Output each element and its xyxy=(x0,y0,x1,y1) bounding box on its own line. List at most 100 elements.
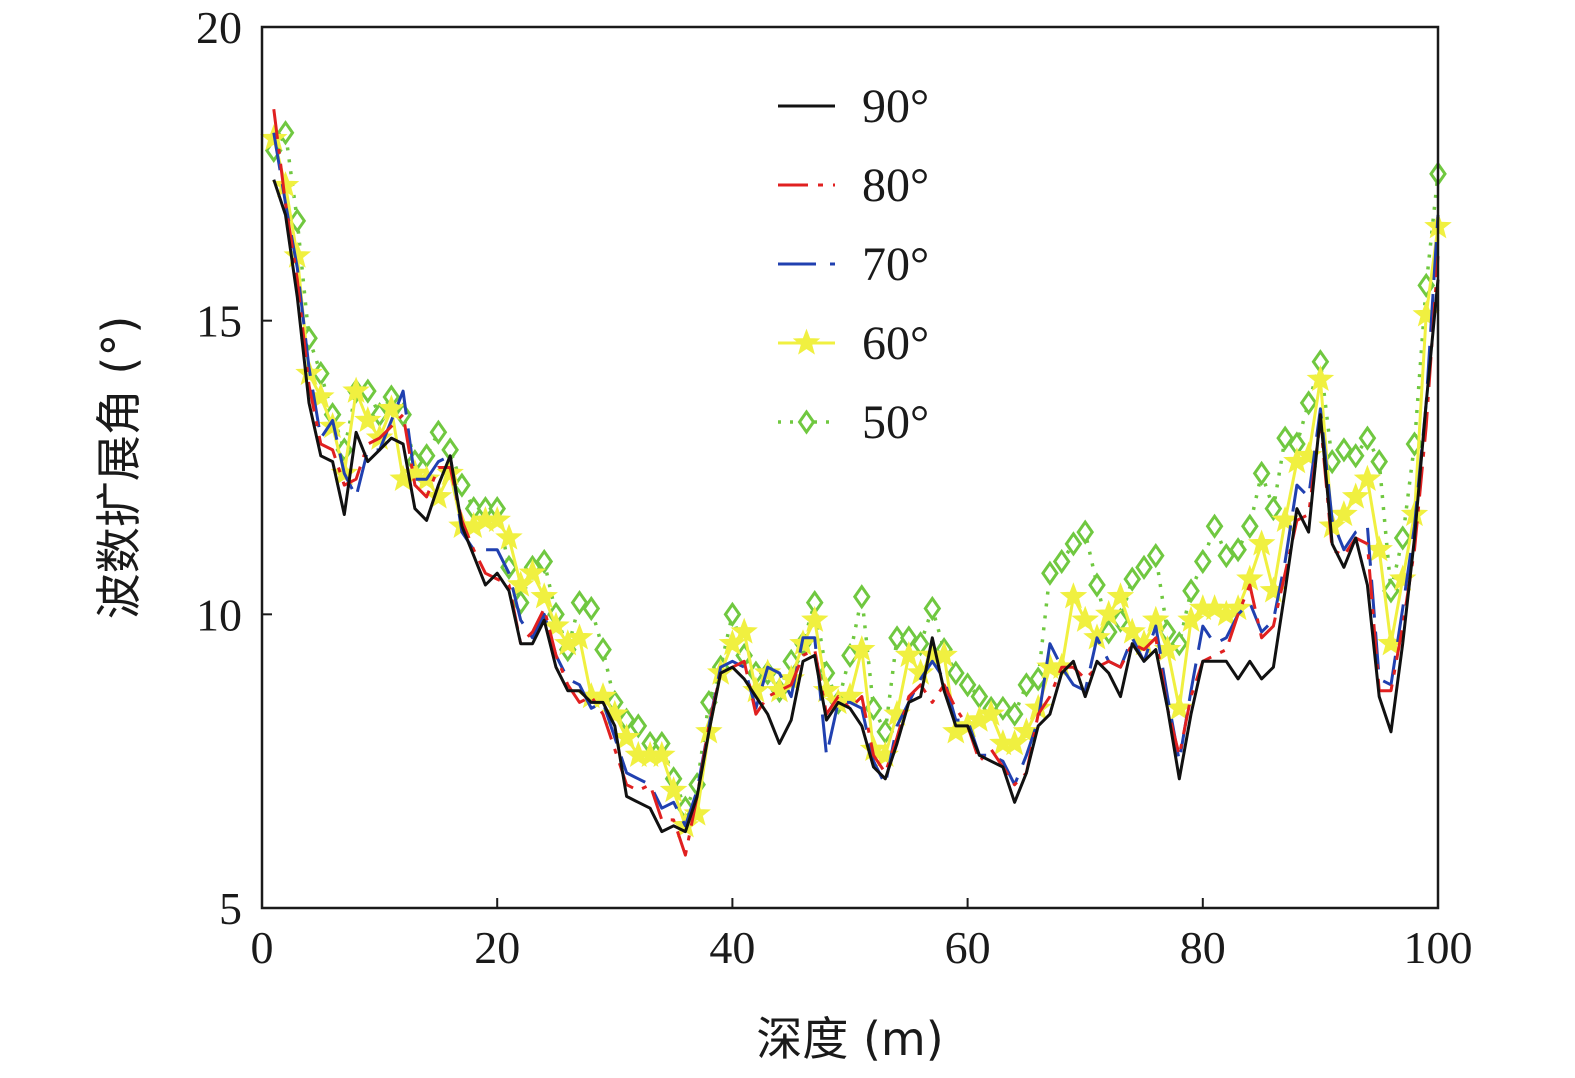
data-point xyxy=(801,605,829,632)
data-point xyxy=(1389,564,1417,591)
data-point xyxy=(535,548,554,575)
data-point xyxy=(271,171,300,198)
legend-label: 60° xyxy=(862,317,929,370)
data-point xyxy=(1170,631,1189,657)
y-tick-label: 15 xyxy=(196,296,242,347)
data-point xyxy=(1052,548,1071,575)
data-point xyxy=(354,406,382,433)
data-point xyxy=(1341,482,1370,509)
data-point xyxy=(723,601,742,627)
data-point xyxy=(288,208,307,234)
data-point xyxy=(1106,582,1135,609)
data-point xyxy=(377,394,406,421)
data-point xyxy=(565,623,594,650)
data-point xyxy=(683,799,711,826)
data-point xyxy=(1059,582,1088,609)
axis-ticks: 0 20 40 60 80 100 5 10 15 20 xyxy=(196,2,1473,973)
series-80° xyxy=(272,109,1440,857)
series-line xyxy=(272,179,1440,834)
data-point xyxy=(582,595,601,622)
legend-label: 90° xyxy=(862,80,929,133)
data-point xyxy=(659,776,688,803)
y-tick-label: 5 xyxy=(219,883,242,934)
data-point xyxy=(730,617,758,644)
data-point xyxy=(1241,513,1259,539)
data-point xyxy=(1193,548,1212,575)
data-point xyxy=(1064,531,1083,557)
data-point xyxy=(629,713,648,739)
x-tick-label: 0 xyxy=(251,922,274,973)
data-point xyxy=(495,523,523,550)
x-tick-label: 100 xyxy=(1404,922,1473,973)
data-point xyxy=(1005,701,1024,727)
data-point xyxy=(1330,500,1358,527)
data-point xyxy=(852,584,871,610)
data-point xyxy=(1041,560,1059,586)
data-point xyxy=(1076,519,1095,545)
data-point xyxy=(483,505,511,533)
data-point xyxy=(888,625,906,651)
data-point xyxy=(1393,525,1412,551)
data-point xyxy=(1205,513,1224,539)
data-point xyxy=(342,376,370,403)
legend-marker xyxy=(792,328,821,355)
data-point xyxy=(1229,537,1247,563)
data-point xyxy=(518,558,547,585)
data-point xyxy=(1071,605,1099,632)
series-line xyxy=(272,109,1440,857)
y-tick-label: 10 xyxy=(196,589,242,640)
data-point xyxy=(1306,364,1335,392)
data-point xyxy=(1358,425,1377,451)
data-point xyxy=(947,660,965,686)
data-point xyxy=(1200,594,1229,621)
data-point xyxy=(1095,599,1123,627)
data-point xyxy=(530,582,558,609)
data-point xyxy=(1264,495,1283,522)
legend-marker xyxy=(797,409,816,435)
data-point xyxy=(570,589,589,616)
x-axis-title: 深度 (m) xyxy=(756,1012,943,1066)
data-point xyxy=(594,636,612,663)
data-point xyxy=(923,595,942,622)
data-point xyxy=(1123,566,1142,592)
data-point xyxy=(1346,443,1365,469)
data-point xyxy=(1335,437,1353,463)
data-point xyxy=(1217,542,1236,569)
x-tick-label: 20 xyxy=(474,922,520,973)
data-point xyxy=(958,672,977,698)
y-axis-title: 波数扩展角 (°) xyxy=(92,316,146,620)
data-point xyxy=(1118,617,1146,644)
legend-label: 50° xyxy=(862,396,929,449)
legend: 90° 80° 70° 60° 50° xyxy=(778,80,929,449)
data-point xyxy=(1017,672,1036,698)
axes-frame xyxy=(260,25,1440,910)
x-tick-label: 60 xyxy=(945,922,991,973)
series-line xyxy=(272,130,1440,810)
data-point xyxy=(1252,460,1271,486)
legend-label: 70° xyxy=(862,238,929,291)
data-point xyxy=(1247,529,1276,556)
data-point xyxy=(1088,572,1106,598)
x-tick-label: 40 xyxy=(709,922,755,973)
data-point xyxy=(1135,554,1153,580)
data-point xyxy=(1299,390,1318,416)
legend-label: 80° xyxy=(862,159,929,212)
data-point xyxy=(977,699,1005,726)
data-point xyxy=(429,419,448,445)
data-point xyxy=(1146,542,1165,569)
data-point xyxy=(1353,464,1382,491)
data-point xyxy=(1370,449,1389,475)
data-point xyxy=(648,740,676,767)
data-point xyxy=(1182,578,1200,604)
data-point xyxy=(1012,717,1041,744)
series-90° xyxy=(272,179,1440,834)
data-point xyxy=(911,631,930,657)
y-tick-label: 20 xyxy=(196,2,242,53)
data-point xyxy=(1276,425,1294,451)
plot-area xyxy=(260,109,1452,857)
data-point xyxy=(895,640,923,668)
x-tick-label: 80 xyxy=(1180,922,1226,973)
data-point xyxy=(848,635,876,662)
data-point xyxy=(812,676,841,703)
